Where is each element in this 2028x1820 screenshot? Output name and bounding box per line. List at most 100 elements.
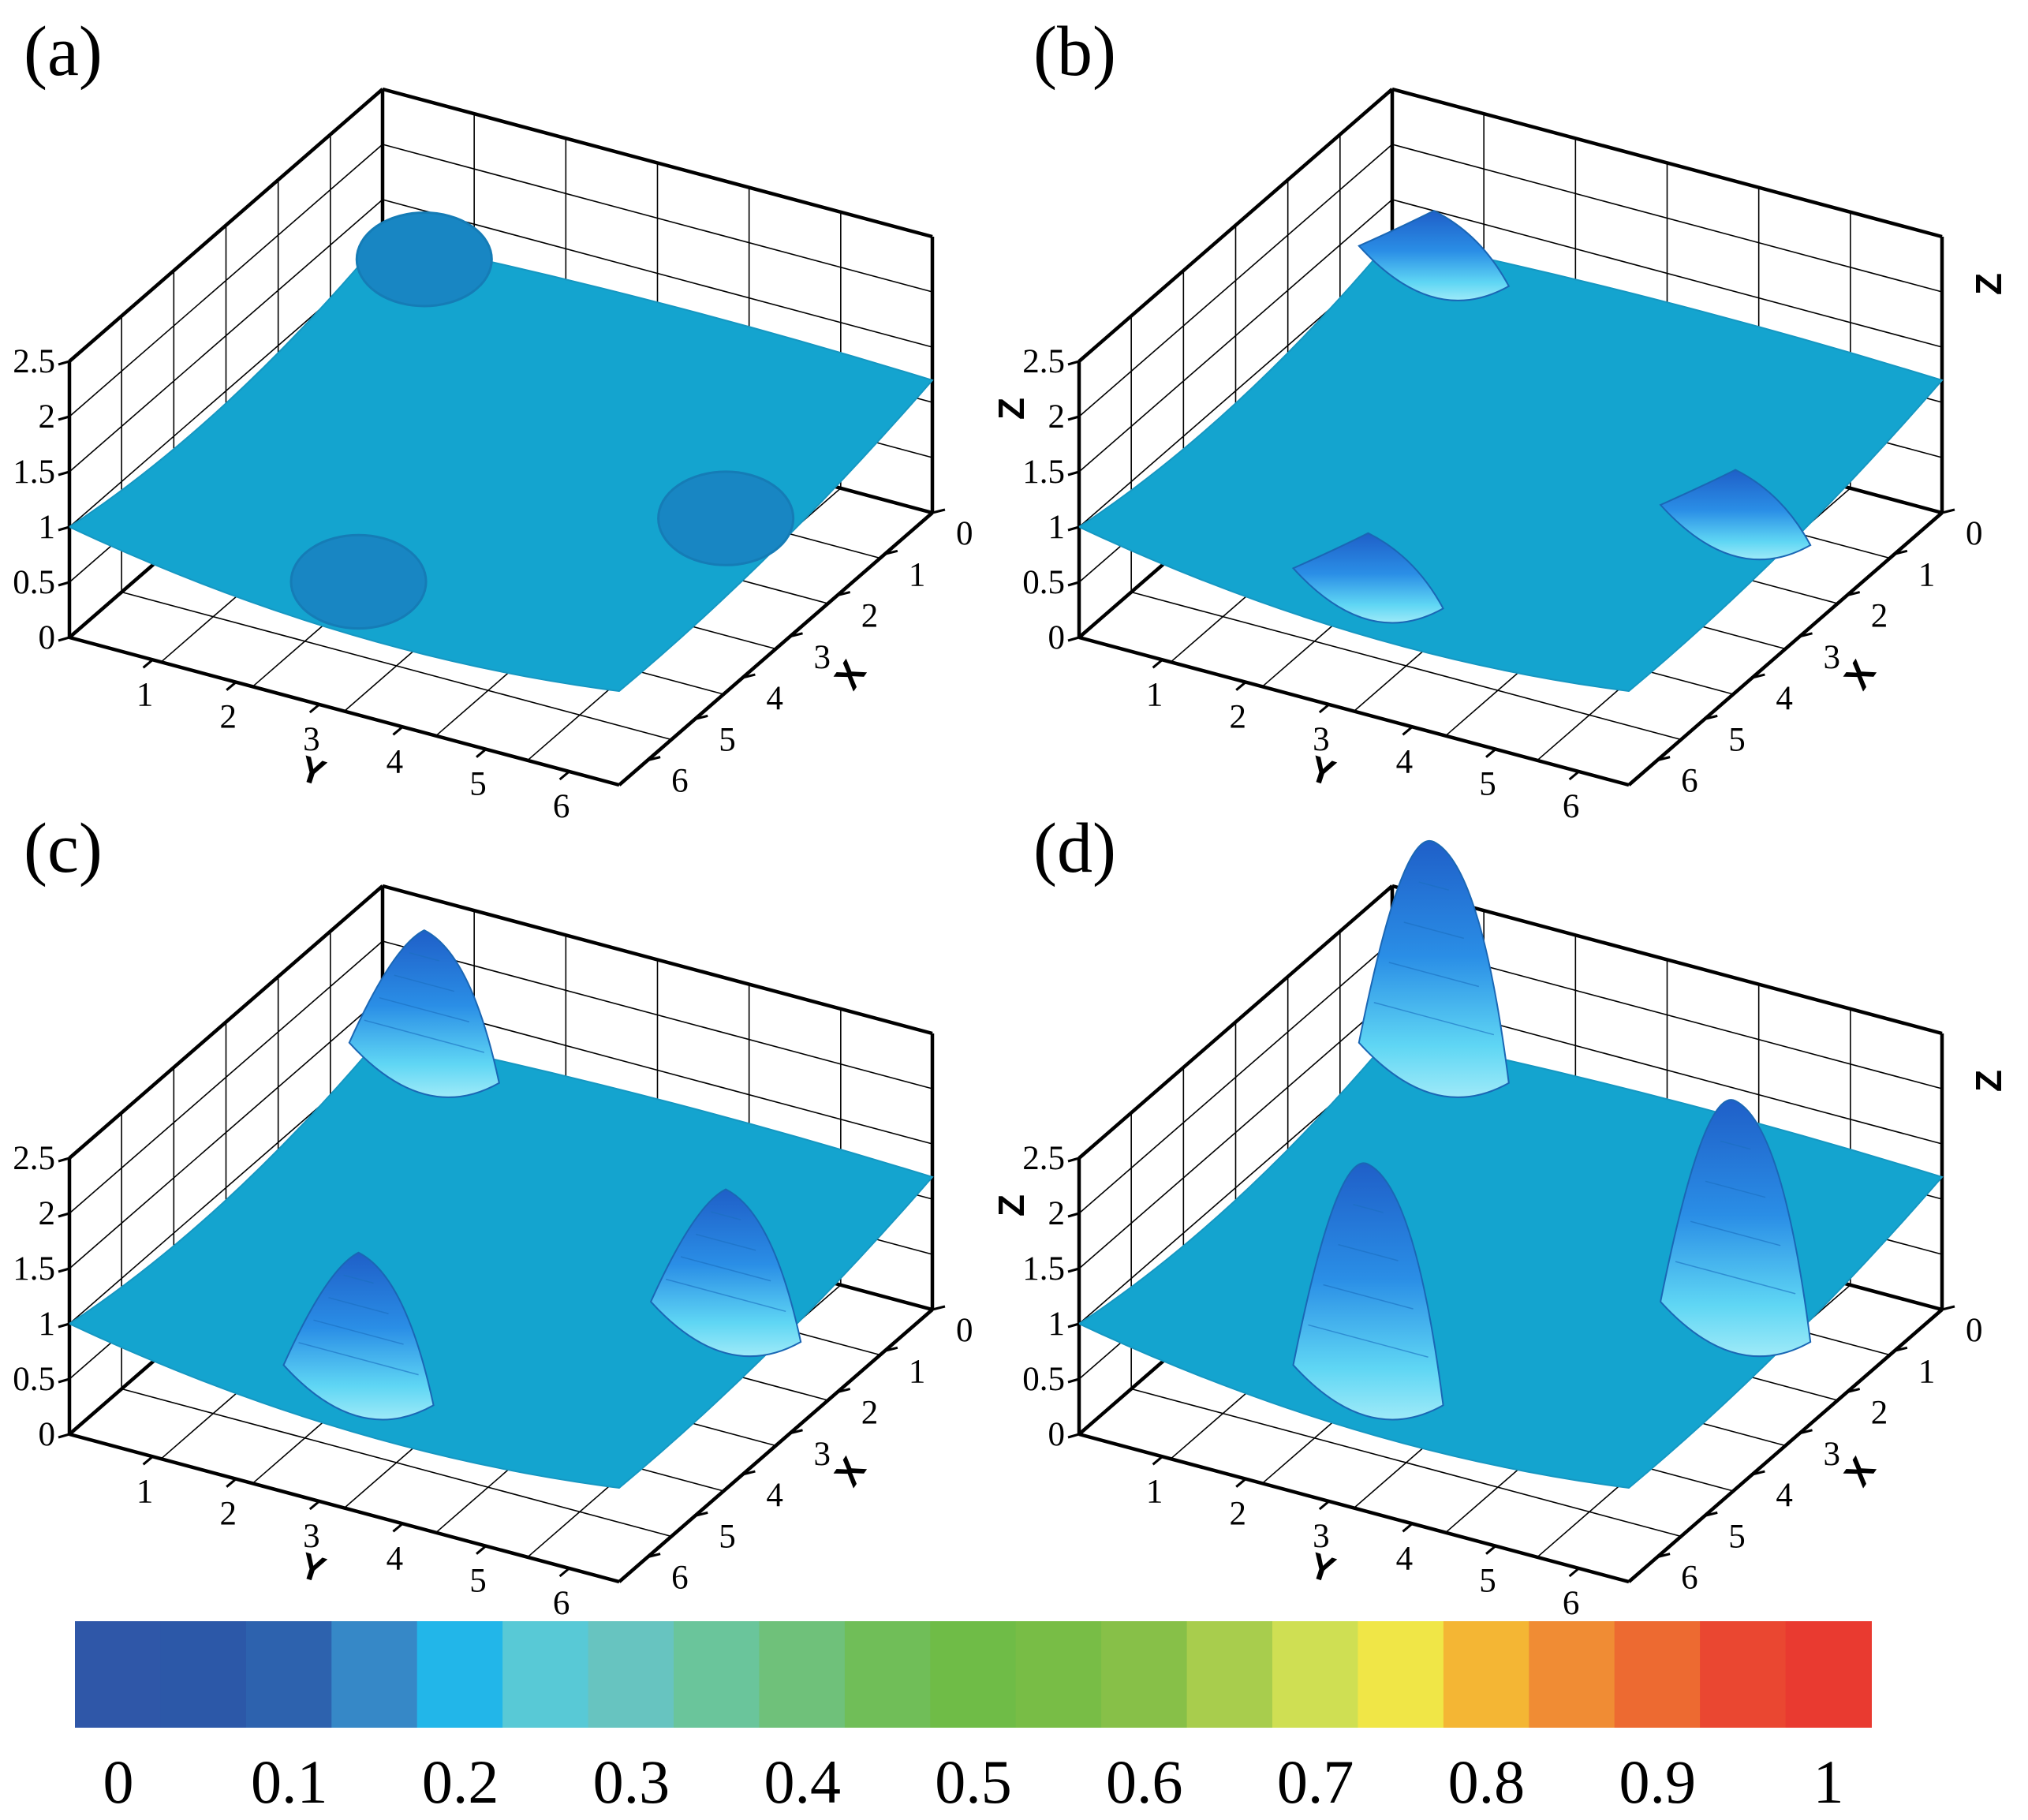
colorbar-segment	[930, 1621, 1017, 1728]
surface-blob	[657, 470, 795, 566]
x-tick	[837, 591, 851, 597]
x-tick	[884, 549, 898, 555]
x-tick	[1752, 1470, 1765, 1476]
z-tick	[1067, 470, 1080, 476]
colorbar-segment	[331, 1621, 418, 1728]
x-tick-label: 0	[1966, 515, 1983, 552]
y-tick	[1568, 770, 1580, 781]
grid-line	[121, 1388, 672, 1538]
axis-frame-line	[618, 511, 934, 787]
y-tick	[1235, 681, 1247, 691]
z-tick	[1067, 1212, 1080, 1218]
y-tick-label: 5	[1479, 766, 1496, 803]
blob-facet	[695, 1233, 756, 1251]
y-tick	[142, 1456, 154, 1466]
grid-line	[1130, 591, 1682, 741]
colorbar-tick-label: 0.1	[251, 1747, 328, 1816]
z-tick-label: 1.5	[13, 1250, 55, 1287]
grid-line	[1130, 1388, 1682, 1538]
x-tick-label: 5	[719, 1518, 736, 1555]
axis-frame-line	[1078, 1432, 1630, 1584]
blob-facet	[1403, 921, 1465, 940]
grid-line	[1078, 996, 1393, 1269]
x-tick-label: 2	[861, 598, 879, 635]
z-tick-label: 0	[1048, 619, 1066, 656]
blob-facet	[1705, 1180, 1766, 1198]
colorbar-tick-label: 0.8	[1448, 1747, 1526, 1816]
axis-frame-line	[1391, 884, 1943, 1036]
z-tick	[58, 360, 70, 366]
z-tick-label: 1	[1048, 509, 1066, 546]
z-axis-label-left: Z	[991, 398, 1032, 420]
blob-hump	[1292, 1162, 1444, 1421]
x-tick-label: 4	[766, 680, 783, 717]
y-tick	[1235, 1478, 1247, 1488]
y-tick-label: 6	[1563, 1585, 1580, 1622]
z-tick-label: 1	[1048, 1306, 1066, 1343]
grid-line	[69, 199, 383, 473]
grid-line	[69, 144, 383, 417]
colorbar-segment	[1443, 1621, 1530, 1728]
surface-blob	[348, 929, 500, 1098]
y-tick	[476, 748, 487, 758]
x-tick-label: 1	[1918, 1353, 1936, 1390]
colorbar-segment	[588, 1621, 674, 1728]
colorbar-segment	[1614, 1621, 1701, 1728]
axis-frame-line	[1077, 88, 1394, 363]
y-tick	[1402, 1523, 1414, 1533]
axis-frame-line	[1627, 1308, 1944, 1583]
x-tick	[1799, 1429, 1813, 1435]
grid-line	[121, 591, 672, 741]
axis-frame-line	[382, 87, 933, 239]
y-tick-label: 6	[1563, 788, 1580, 825]
x-tick	[1752, 673, 1765, 679]
axis-frame-line	[1391, 87, 1943, 239]
colorbar-tick-label: 0.3	[593, 1747, 670, 1816]
y-tick	[1485, 1545, 1496, 1555]
blob-facet	[1338, 1243, 1399, 1261]
colorbar-segment	[416, 1621, 504, 1728]
blob-patch	[657, 470, 795, 566]
colorbar-segment	[1272, 1621, 1359, 1728]
grid-line	[382, 940, 933, 1089]
x-tick-label: 0	[956, 1312, 973, 1349]
colorbar-tick-label: 0.6	[1106, 1747, 1183, 1816]
panel-label: (c)	[24, 809, 103, 888]
z-tick-label: 2.5	[1022, 1140, 1065, 1177]
surface	[67, 211, 934, 693]
x-tick-label: 0	[1966, 1312, 1983, 1349]
z-tick-label: 2	[1048, 1195, 1066, 1232]
z-tick	[1067, 415, 1080, 421]
surface-blob	[1291, 532, 1444, 624]
x-tick	[1941, 508, 1955, 514]
surface	[1077, 210, 1944, 693]
y-tick-label: 6	[553, 788, 570, 825]
surface-blob	[1659, 469, 1812, 561]
x-tick-label: 2	[1871, 1395, 1888, 1432]
z-tick-label: 2	[39, 1195, 56, 1232]
blob-hump	[282, 1251, 435, 1421]
colorbar-segment	[245, 1621, 333, 1728]
y-tick-label: 2	[1229, 1496, 1246, 1533]
x-tick	[1894, 1346, 1908, 1352]
colorbar-segment	[1785, 1621, 1872, 1728]
z-tick	[1067, 1433, 1080, 1439]
y-tick	[1318, 703, 1330, 714]
z-tick	[58, 470, 70, 476]
x-tick	[694, 1511, 708, 1517]
z-tick	[58, 1212, 70, 1218]
z-axis-label-right: Z	[1968, 1070, 2009, 1092]
y-tick-label: 2	[1229, 699, 1246, 736]
x-tick-label: 5	[1728, 721, 1746, 758]
grid-line	[1391, 199, 1943, 348]
grid-line	[382, 144, 933, 293]
x-tick-label: 5	[1728, 1518, 1746, 1555]
z-tick	[58, 525, 70, 532]
colorbar-segment	[1358, 1621, 1444, 1728]
surface-plane	[67, 1033, 934, 1489]
x-tick	[647, 1553, 661, 1559]
blob-facet	[1690, 1220, 1781, 1246]
z-tick-label: 2.5	[13, 343, 55, 380]
x-tick	[742, 1470, 756, 1476]
